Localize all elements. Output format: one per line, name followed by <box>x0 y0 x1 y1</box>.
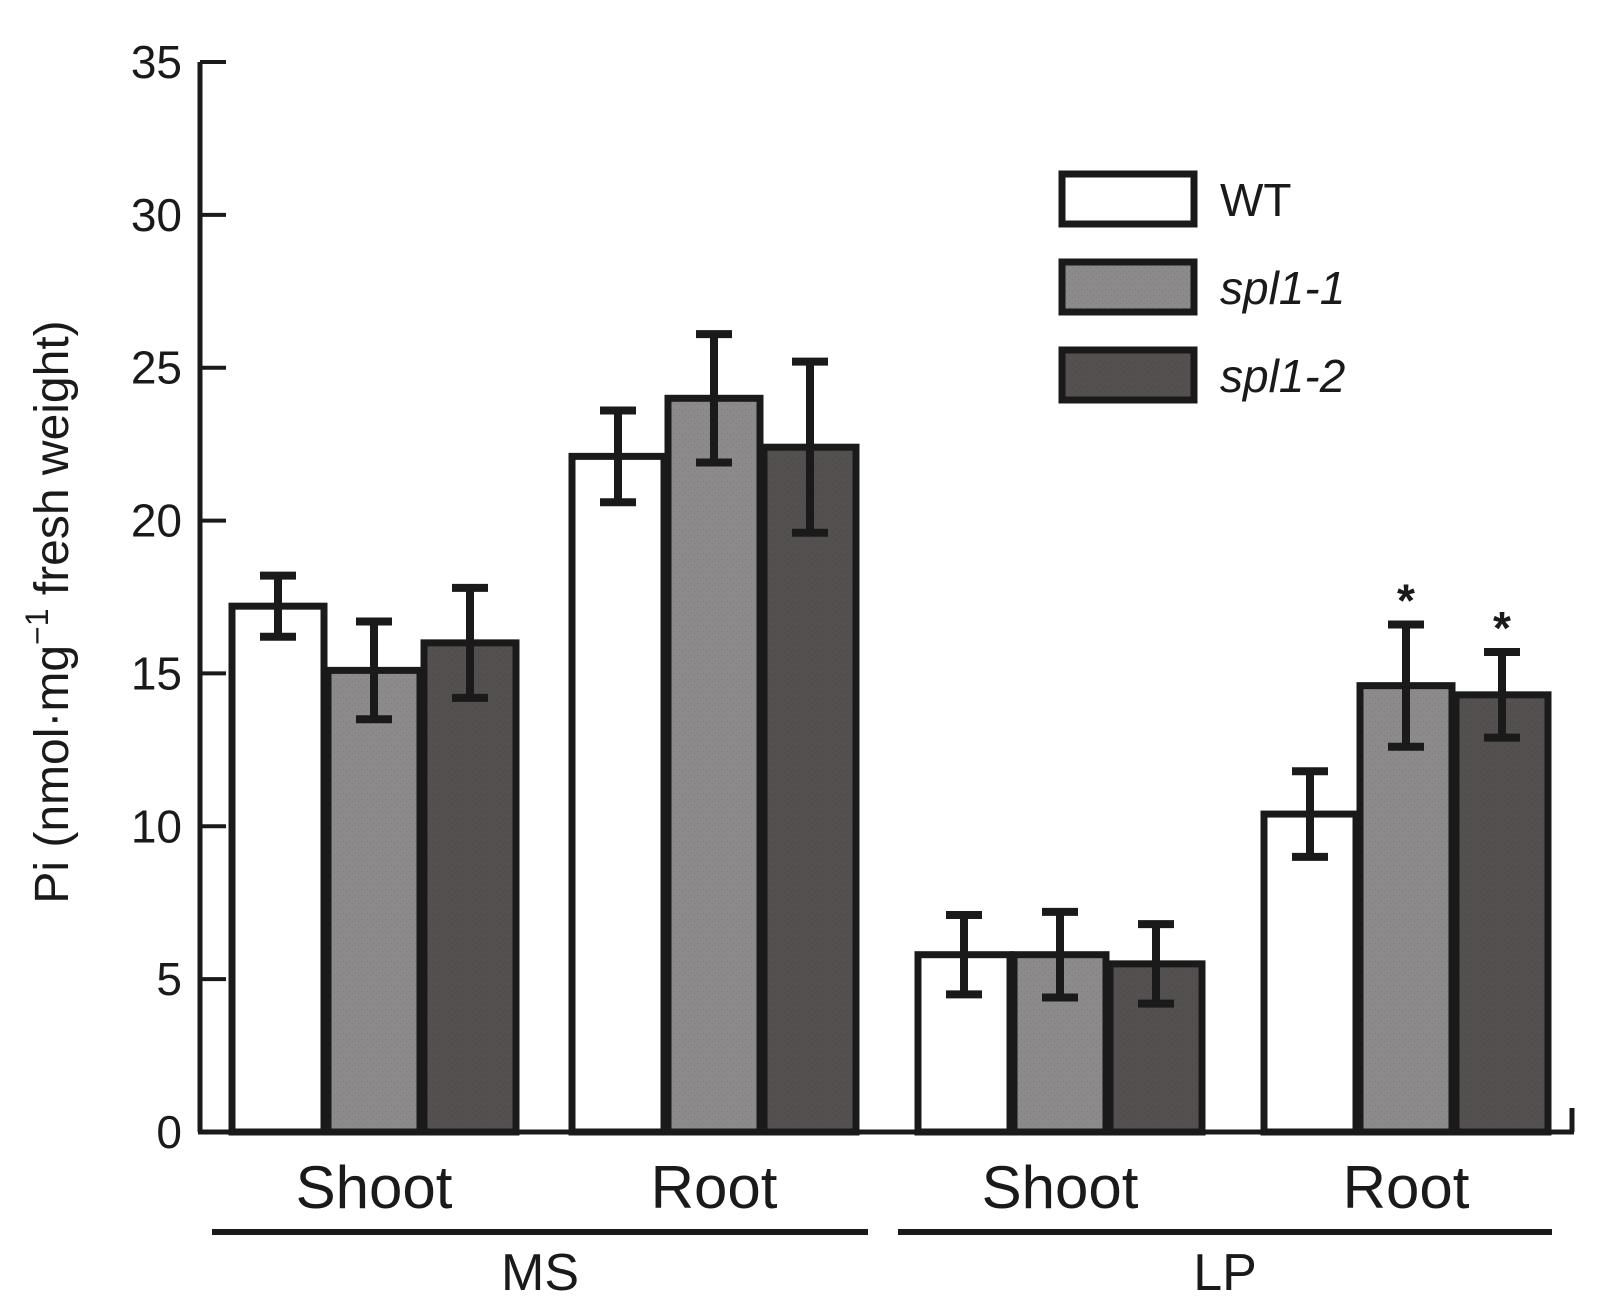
significance-markers: ** <box>1397 575 1511 655</box>
legend-swatch-texture <box>1066 266 1190 308</box>
legend-label: spl1-1 <box>1220 262 1345 314</box>
significance-asterisk: * <box>1493 602 1511 654</box>
bar-texture <box>332 674 416 1128</box>
y-tick-label: 30 <box>131 189 182 241</box>
category-label: Shoot <box>982 1154 1139 1221</box>
group-label: LP <box>1193 1244 1257 1302</box>
error-bars <box>260 330 1520 1008</box>
group-label: MS <box>501 1244 579 1302</box>
legend-label: spl1-2 <box>1220 350 1345 402</box>
significance-asterisk: * <box>1397 575 1415 627</box>
group-labels: MS LP <box>212 1229 1552 1302</box>
bars <box>228 394 1552 1136</box>
y-tick-label: 15 <box>131 647 182 699</box>
legend-swatch-texture <box>1066 354 1190 396</box>
bar <box>1260 810 1360 1136</box>
y-tick-label: 35 <box>131 36 182 88</box>
bar-texture <box>768 451 852 1128</box>
y-tick-label: 20 <box>131 495 182 547</box>
y-axis-title-rest: fresh weight) <box>26 320 79 608</box>
bar <box>228 602 328 1136</box>
bar <box>568 452 668 1136</box>
y-tick-label: 5 <box>156 953 182 1005</box>
y-tick-label: 25 <box>131 342 182 394</box>
category-label: Shoot <box>296 1154 453 1221</box>
legend-label: WT <box>1220 174 1292 226</box>
category-label: Root <box>651 1154 778 1221</box>
y-axis-title-superscript: −1 <box>19 608 55 644</box>
bar-texture <box>672 402 756 1128</box>
legend: WT spl1-1 spl1-2 <box>1058 170 1345 404</box>
bar-texture <box>1460 698 1544 1128</box>
bar-texture <box>428 646 512 1128</box>
y-ticks: 0 5 10 15 20 25 30 35 <box>131 36 226 1158</box>
bar-texture <box>1364 689 1448 1128</box>
y-tick-label: 0 <box>156 1106 182 1158</box>
legend-swatch <box>1058 170 1198 228</box>
y-tick-label: 10 <box>131 800 182 852</box>
y-axis-title: Pi (nmol·mg−1 fresh weight) <box>19 320 79 903</box>
y-axis-title-main: Pi (nmol·mg <box>26 645 79 904</box>
category-labels: Shoot Root Shoot Root <box>296 1154 1470 1221</box>
category-label: Root <box>1343 1154 1470 1221</box>
